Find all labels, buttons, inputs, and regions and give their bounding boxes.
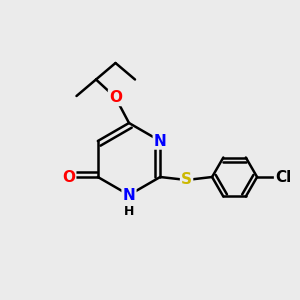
Text: Cl: Cl xyxy=(275,169,291,184)
Text: S: S xyxy=(181,172,192,188)
Text: O: O xyxy=(62,169,75,184)
Text: N: N xyxy=(123,188,135,202)
Text: H: H xyxy=(124,205,134,218)
Text: O: O xyxy=(109,90,122,105)
Text: N: N xyxy=(154,134,167,148)
